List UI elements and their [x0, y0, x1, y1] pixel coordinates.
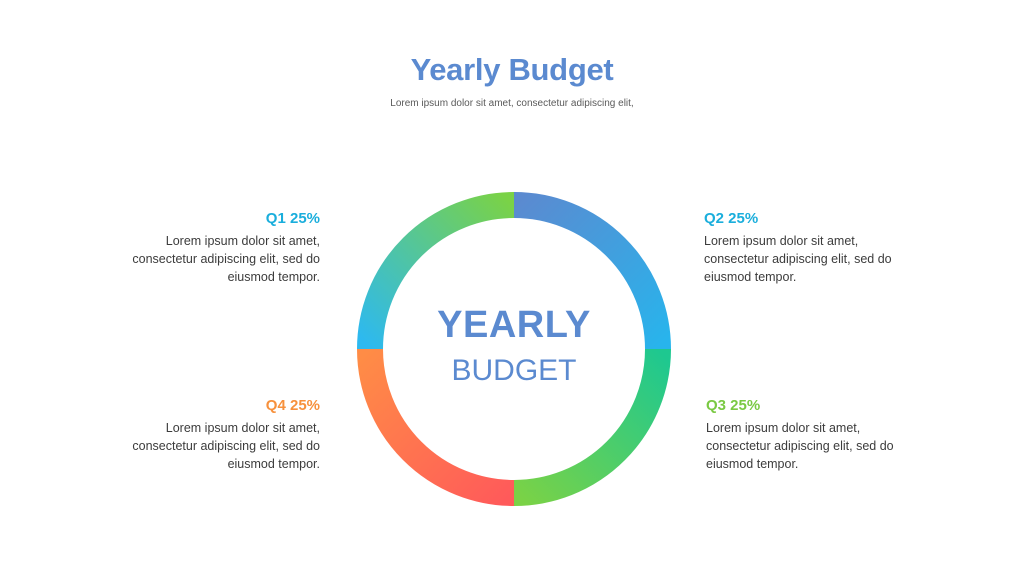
quarter-q4-line: Lorem ipsum dolor sit amet, [165, 421, 320, 435]
page-title: Yearly Budget [410, 52, 614, 87]
quarter-q4-line: eiusmod tempor. [227, 457, 320, 471]
center-label-budget: BUDGET [451, 354, 577, 387]
quarter-q2-description: Lorem ipsum dolor sit amet, consectetur … [704, 232, 919, 286]
donut-segment-q2 [513, 192, 671, 350]
quarter-q3-line: Lorem ipsum dolor sit amet, [706, 421, 861, 435]
center-label-yearly: YEARLY [437, 304, 591, 346]
quarter-q4-label: Q4 25% [265, 397, 320, 414]
quarter-q2-line: consectetur adipiscing elit, sed do [704, 252, 892, 266]
donut-segment-q4 [357, 348, 515, 506]
quarter-q1-line: eiusmod tempor. [227, 270, 320, 284]
quarter-q1-line: consectetur adipiscing elit, sed do [132, 252, 320, 266]
quarter-q4-line: consectetur adipiscing elit, sed do [132, 439, 320, 453]
page-subtitle: Lorem ipsum dolor sit amet, consectetur … [390, 98, 634, 109]
quarter-q1-line: Lorem ipsum dolor sit amet, [165, 234, 320, 248]
quarter-q4-block: Q4 25% Lorem ipsum dolor sit amet, conse… [105, 397, 320, 473]
quarter-q1-description: Lorem ipsum dolor sit amet, consectetur … [105, 232, 320, 286]
quarter-q1-label: Q1 25% [265, 210, 320, 227]
quarter-q3-description: Lorem ipsum dolor sit amet, consectetur … [706, 419, 921, 473]
quarter-q3-block: Q3 25% Lorem ipsum dolor sit amet, conse… [706, 397, 921, 473]
quarter-q2-block: Q2 25% Lorem ipsum dolor sit amet, conse… [704, 210, 919, 286]
quarter-q2-label: Q2 25% [704, 210, 759, 227]
quarter-q3-line: eiusmod tempor. [706, 457, 799, 471]
quarter-q2-line: eiusmod tempor. [704, 270, 797, 284]
donut-segment-q3 [513, 348, 671, 506]
donut-segment-q1 [357, 192, 515, 350]
quarter-q3-line: consectetur adipiscing elit, sed do [706, 439, 894, 453]
quarter-q4-description: Lorem ipsum dolor sit amet, consectetur … [105, 419, 320, 473]
quarter-q2-line: Lorem ipsum dolor sit amet, [704, 234, 859, 248]
quarter-q1-block: Q1 25% Lorem ipsum dolor sit amet, conse… [105, 210, 320, 286]
quarter-q3-label: Q3 25% [706, 397, 761, 414]
